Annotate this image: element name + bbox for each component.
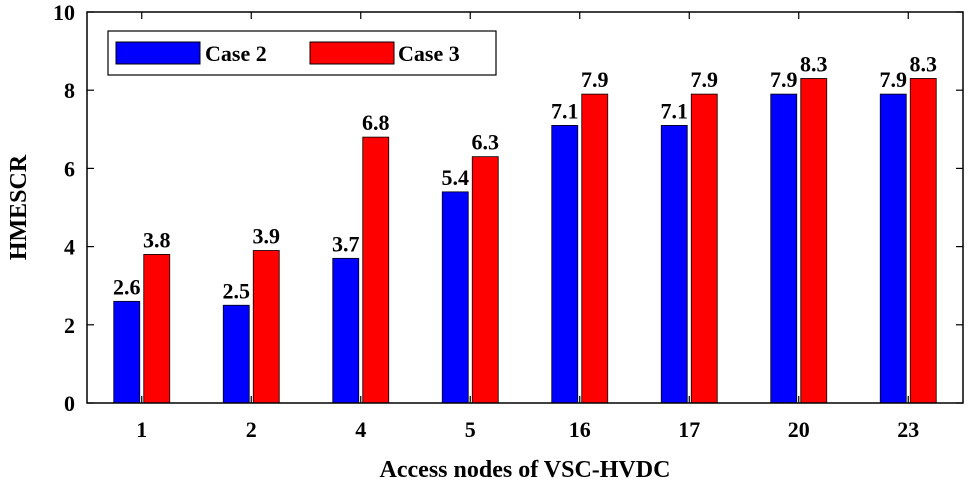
x-tick-label-20: 20 [788,417,810,442]
data-label-case-3-node-23: 8.3 [910,51,938,76]
legend-label-case-3: Case 3 [398,41,460,66]
data-label-case-3-node-5: 6.3 [472,130,500,155]
x-tick-label-5: 5 [465,417,476,442]
y-tick-label-8: 8 [64,78,75,103]
data-label-case-2-node-23: 7.9 [880,67,908,92]
data-label-case-2-node-20: 7.9 [770,67,798,92]
data-label-case-2-node-17: 7.1 [661,98,689,123]
bar-case-3-node-5 [471,156,499,404]
x-tick-label-17: 17 [678,417,700,442]
x-tick-label-16: 16 [569,417,591,442]
y-tick-label-6: 6 [64,156,75,181]
x-tick-label-23: 23 [897,417,919,442]
legend-label-case-2: Case 2 [205,41,267,66]
y-axis-ticks: 0 2 4 6 8 10 [53,0,963,416]
plot-frame [86,11,964,404]
legend-swatch-case-2 [115,41,201,65]
y-tick-label-10: 10 [53,0,75,25]
x-axis-title: Access nodes of VSC-HVDC [380,457,671,483]
bar-case-2-node-4 [332,257,360,404]
data-label-case-3-node-20: 8.3 [800,51,828,76]
data-label-case-3-node-1: 3.8 [143,227,171,252]
bar-case-2-node-17 [660,124,688,404]
x-tick-label-2: 2 [246,417,257,442]
data-label-case-3-node-16: 7.9 [581,67,609,92]
bar-case-3-node-20 [800,78,828,404]
bar-case-3-node-4 [362,136,390,404]
bars-layer [113,78,937,404]
legend-swatch-case-3 [309,41,395,65]
x-tick-label-4: 4 [355,417,366,442]
bar-case-2-node-23 [879,93,907,404]
x-tick-label-1: 1 [136,417,147,442]
legend: Case 2 Case 3 [107,30,497,76]
bar-case-3-node-23 [909,78,937,404]
data-label-case-2-node-4: 3.7 [332,231,360,256]
bar-case-3-node-16 [581,93,609,404]
data-label-case-2-node-5: 5.4 [442,165,470,190]
bar-case-2-node-2 [222,304,250,404]
bar-case-2-node-16 [551,124,579,404]
data-label-case-3-node-2: 3.9 [253,224,281,249]
data-label-case-3-node-4: 6.8 [362,110,390,135]
bar-case-3-node-2 [252,250,280,404]
y-axis-title: HMESCR [6,154,32,260]
bar-case-2-node-20 [770,93,798,404]
bar-case-3-node-17 [690,93,718,404]
data-label-case-3-node-17: 7.9 [691,67,719,92]
data-labels-layer: 2.63.82.53.9 3.76.85.46.37.17.97.17.9 7.98… [113,51,937,303]
data-label-case-2-node-2: 2.5 [223,278,251,303]
y-tick-label-0: 0 [64,391,75,416]
data-label-case-2-node-16: 7.1 [551,98,579,123]
y-tick-label-4: 4 [64,235,75,260]
y-tick-label-2: 2 [64,313,75,338]
bar-case-3-node-1 [143,254,171,404]
data-label-case-2-node-1: 2.6 [113,274,141,299]
x-axis-ticks: 1 2 4 5 16 17 20 23 [136,12,919,442]
bar-case-2-node-5 [441,191,469,404]
bar-case-2-node-1 [113,300,141,404]
